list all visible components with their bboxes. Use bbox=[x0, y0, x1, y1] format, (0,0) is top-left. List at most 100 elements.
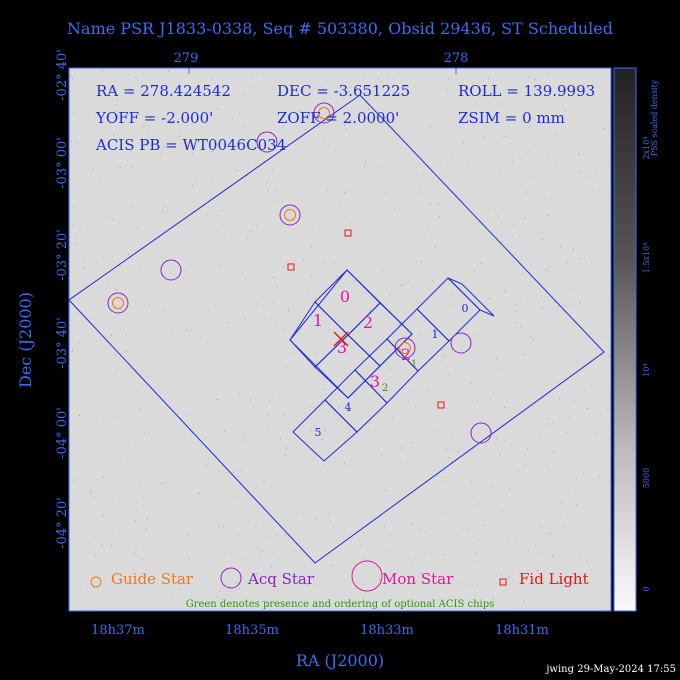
noise-pixel bbox=[373, 553, 375, 555]
noise-pixel bbox=[84, 242, 86, 244]
noise-pixel bbox=[254, 496, 256, 498]
noise-pixel bbox=[512, 224, 514, 226]
noise-pixel bbox=[243, 436, 245, 438]
acq-star bbox=[470, 422, 492, 444]
noise-pixel bbox=[530, 336, 532, 338]
colorbar-tick-label: 0 bbox=[642, 586, 651, 591]
noise-pixel bbox=[403, 358, 405, 360]
noise-pixel bbox=[309, 290, 311, 292]
noise-pixel bbox=[322, 260, 324, 262]
noise-pixel bbox=[136, 226, 138, 228]
noise-pixel bbox=[224, 430, 225, 432]
noise-pixel bbox=[471, 584, 473, 586]
noise-pixel bbox=[443, 553, 445, 555]
noise-pixel bbox=[258, 554, 260, 556]
noise-pixel bbox=[503, 361, 505, 363]
noise-pixel bbox=[313, 472, 315, 474]
noise-pixel bbox=[379, 579, 380, 580]
noise-pixel bbox=[489, 534, 491, 535]
noise-pixel bbox=[206, 459, 208, 460]
noise-pixel bbox=[365, 162, 367, 164]
noise-pixel bbox=[210, 95, 212, 97]
noise-pixel bbox=[470, 481, 472, 483]
noise-pixel bbox=[128, 506, 130, 508]
noise-pixel bbox=[518, 548, 520, 550]
noise-pixel bbox=[462, 353, 464, 355]
bottom-tick-label: 18h33m bbox=[360, 623, 414, 638]
noise-pixel bbox=[117, 490, 119, 492]
noise-pixel bbox=[479, 97, 480, 99]
noise-pixel bbox=[97, 131, 99, 133]
noise-pixel bbox=[83, 263, 85, 265]
noise-pixel bbox=[472, 82, 474, 84]
noise-pixel bbox=[504, 290, 506, 292]
noise-pixel bbox=[569, 305, 571, 307]
noise-pixel bbox=[188, 323, 190, 325]
noise-pixel bbox=[170, 92, 172, 94]
noise-pixel bbox=[433, 420, 435, 422]
optional-chip-order: 1 bbox=[411, 359, 417, 370]
noise-pixel bbox=[147, 246, 149, 248]
noise-pixel bbox=[316, 87, 318, 88]
noise-pixel bbox=[300, 370, 302, 372]
noise-pixel bbox=[343, 268, 345, 270]
noise-pixel bbox=[138, 480, 140, 482]
noise-pixel bbox=[229, 594, 230, 596]
noise-pixel bbox=[225, 594, 226, 596]
noise-pixel bbox=[586, 408, 588, 409]
noise-pixel bbox=[540, 238, 542, 240]
noise-pixel bbox=[235, 484, 237, 486]
noise-pixel bbox=[191, 304, 193, 306]
noise-pixel bbox=[429, 282, 431, 284]
noise-pixel bbox=[320, 86, 322, 88]
noise-pixel bbox=[536, 296, 537, 298]
noise-pixel bbox=[170, 150, 172, 152]
noise-pixel bbox=[551, 533, 553, 535]
noise-pixel bbox=[263, 136, 265, 138]
noise-pixel bbox=[448, 413, 450, 415]
noise-pixel bbox=[292, 352, 294, 354]
noise-pixel bbox=[129, 267, 130, 269]
noise-pixel bbox=[564, 117, 566, 119]
noise-pixel bbox=[232, 471, 234, 473]
noise-pixel bbox=[307, 292, 309, 294]
noise-pixel bbox=[589, 123, 591, 125]
noise-pixel bbox=[347, 91, 349, 93]
noise-pixel bbox=[447, 78, 449, 80]
noise-pixel bbox=[110, 180, 112, 182]
noise-pixel bbox=[455, 535, 457, 537]
noise-pixel bbox=[235, 198, 237, 200]
noise-pixel bbox=[520, 325, 522, 326]
noise-pixel bbox=[93, 316, 95, 318]
noise-pixel bbox=[283, 494, 285, 496]
noise-pixel bbox=[451, 461, 453, 463]
noise-pixel bbox=[601, 336, 603, 338]
noise-pixel bbox=[555, 113, 557, 115]
noise-pixel bbox=[605, 499, 607, 501]
noise-pixel bbox=[111, 568, 113, 570]
noise-pixel bbox=[256, 73, 258, 75]
noise-pixel bbox=[144, 86, 146, 88]
noise-pixel bbox=[267, 484, 269, 486]
noise-pixel bbox=[590, 175, 592, 177]
noise-pixel bbox=[420, 333, 421, 335]
noise-pixel bbox=[75, 235, 77, 237]
noise-pixel bbox=[363, 78, 365, 80]
noise-pixel bbox=[370, 309, 372, 311]
noise-pixel bbox=[119, 199, 121, 201]
noise-pixel bbox=[361, 530, 363, 532]
noise-pixel bbox=[392, 416, 394, 418]
noise-pixel bbox=[388, 75, 389, 77]
noise-pixel bbox=[266, 182, 268, 184]
noise-pixel bbox=[539, 180, 541, 182]
noise-pixel bbox=[504, 386, 505, 388]
colorbar-tick-label: 2x10⁴ bbox=[642, 137, 651, 160]
noise-pixel bbox=[73, 476, 75, 478]
noise-pixel bbox=[172, 376, 174, 378]
noise-pixel bbox=[548, 215, 550, 217]
noise-pixel bbox=[486, 360, 488, 362]
pointing-info: RA = 278.424542 DEC = -3.651225 ROLL = 1… bbox=[95, 82, 595, 154]
noise-pixel bbox=[206, 140, 207, 142]
noise-pixel bbox=[274, 252, 276, 254]
field-of-view-outline bbox=[68, 94, 605, 564]
